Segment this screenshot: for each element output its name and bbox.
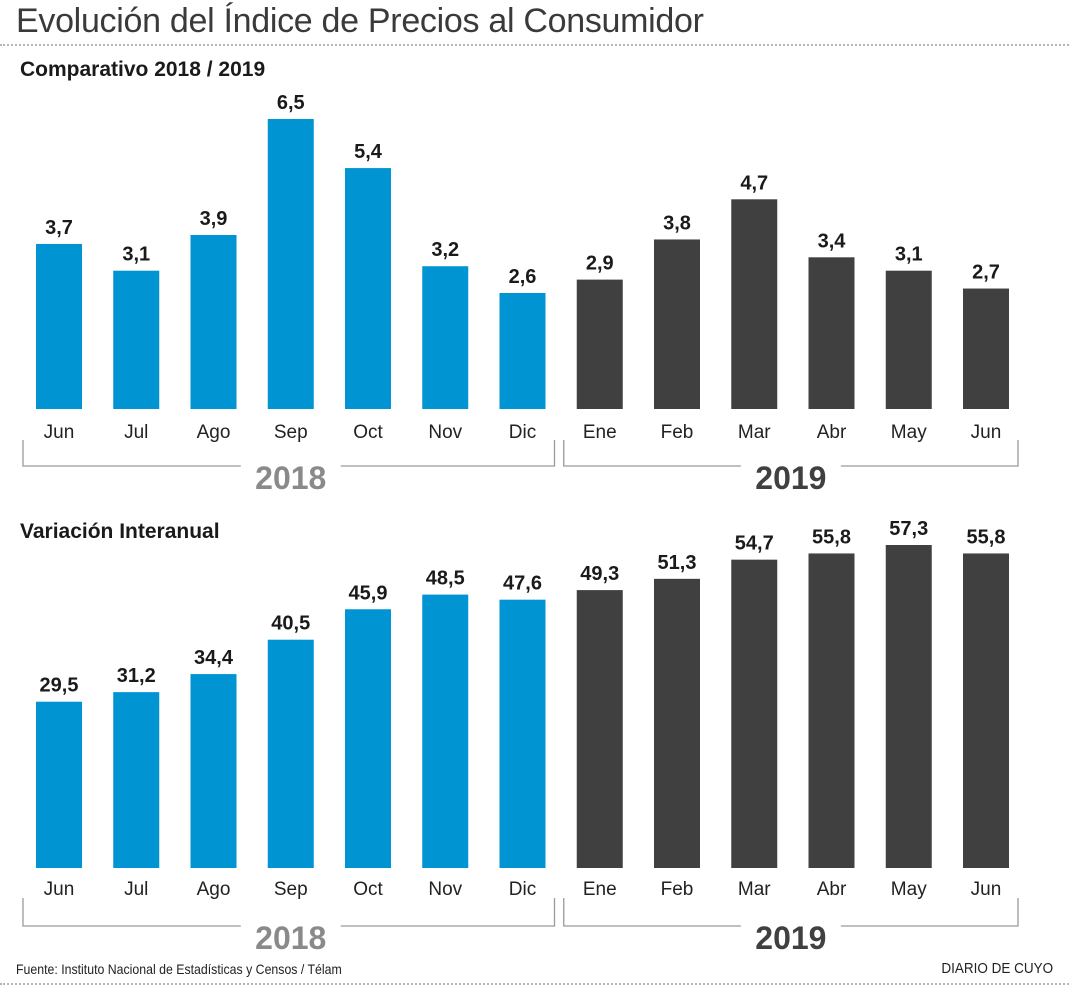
publisher-brand: DIARIO DE CUYO — [941, 960, 1053, 977]
bar-2-sep-2018 — [267, 639, 314, 868]
value-label: 3,1 — [895, 244, 923, 266]
category-label: Nov — [428, 879, 462, 900]
bar-1-abr-2019 — [808, 257, 855, 409]
bar-1-dic-2018 — [499, 293, 546, 409]
value-label: 6,5 — [277, 92, 305, 114]
category-label: Ago — [197, 422, 231, 443]
group-bracket-left — [563, 440, 741, 467]
category-label: Abr — [817, 422, 847, 443]
category-label: Nov — [428, 422, 462, 443]
value-label: 2,6 — [509, 266, 537, 288]
chart-1-title: Comparativo 2018 / 2019 — [20, 58, 266, 81]
value-label: 54,7 — [735, 533, 774, 555]
category-label: Sep — [274, 422, 308, 443]
category-label: Dic — [509, 422, 536, 443]
value-label: 29,5 — [40, 675, 79, 697]
value-label: 55,8 — [967, 526, 1006, 548]
group-bracket-left — [563, 898, 741, 927]
value-label: 31,2 — [117, 665, 156, 687]
value-label: 4,7 — [740, 172, 768, 194]
category-label: Feb — [661, 879, 694, 900]
footer-divider — [0, 983, 1069, 985]
value-label: 48,5 — [426, 568, 465, 590]
category-label: May — [891, 879, 927, 900]
bar-2-dic-2018 — [499, 599, 546, 868]
group-label-2018: 2018 — [255, 460, 326, 496]
group-label-2019: 2019 — [755, 920, 826, 956]
bar-2-jun-2019 — [963, 553, 1009, 868]
category-label: Oct — [353, 422, 383, 443]
value-label: 57,3 — [889, 518, 928, 540]
value-label: 3,8 — [663, 212, 691, 234]
category-label: Jun — [971, 879, 1002, 900]
category-label: May — [891, 422, 927, 443]
bar-1-ago-2018 — [190, 235, 237, 409]
group-label-2019: 2019 — [755, 460, 826, 496]
category-label: Ene — [583, 879, 617, 900]
group-label-2018: 2018 — [255, 920, 326, 956]
bar-1-oct-2018 — [345, 168, 391, 409]
category-label: Jul — [124, 879, 148, 900]
bar-2-abr-2019 — [808, 553, 855, 868]
value-label: 3,2 — [431, 239, 459, 261]
group-bracket-left — [22, 898, 241, 927]
bar-2-jul-2018 — [113, 692, 160, 868]
value-label: 3,1 — [122, 244, 150, 266]
category-label: Jun — [44, 422, 75, 443]
bar-1-mar-2019 — [731, 199, 778, 409]
value-label: 3,7 — [45, 217, 73, 239]
value-label: 3,9 — [200, 208, 228, 230]
source-note: Fuente: Instituto Nacional de Estadístic… — [16, 961, 342, 977]
bar-1-jun-2018 — [36, 243, 82, 409]
category-label: Jul — [124, 422, 148, 443]
category-label: Ene — [583, 422, 617, 443]
bar-2-nov-2018 — [422, 594, 469, 868]
group-bracket-left — [22, 440, 241, 467]
bar-2-may-2019 — [885, 545, 932, 868]
bar-1-feb-2019 — [654, 239, 700, 409]
title-divider — [0, 44, 1069, 46]
value-label: 34,4 — [194, 647, 234, 669]
value-label: 2,9 — [586, 253, 614, 275]
value-label: 47,6 — [503, 573, 542, 595]
bar-2-mar-2019 — [731, 559, 778, 868]
bar-1-may-2019 — [885, 270, 932, 409]
category-label: Jun — [971, 422, 1002, 443]
value-label: 55,8 — [812, 526, 851, 548]
category-label: Feb — [661, 422, 694, 443]
bar-2-ago-2018 — [190, 674, 237, 868]
value-label: 51,3 — [658, 552, 697, 574]
group-bracket-right — [340, 898, 556, 927]
value-label: 45,9 — [349, 582, 388, 604]
category-label: Sep — [274, 879, 308, 900]
bar-1-jun-2019 — [963, 288, 1009, 409]
group-bracket-right — [340, 440, 556, 467]
chart-2-title: Variación Interanual — [20, 520, 220, 543]
bar-2-oct-2018 — [345, 609, 391, 868]
bar-2-jun-2018 — [36, 701, 82, 868]
category-label: Dic — [509, 879, 536, 900]
category-label: Mar — [738, 879, 771, 900]
category-label: Oct — [353, 879, 383, 900]
category-label: Ago — [197, 879, 231, 900]
bar-1-sep-2018 — [267, 119, 314, 409]
page-title: Evolución del Índice de Precios al Consu… — [16, 2, 704, 40]
group-bracket-right — [840, 898, 1019, 927]
category-label: Mar — [738, 422, 771, 443]
value-label: 49,3 — [580, 563, 619, 585]
value-label: 40,5 — [271, 613, 310, 635]
value-label: 2,7 — [972, 262, 1000, 284]
value-label: 5,4 — [354, 141, 383, 163]
bar-1-nov-2018 — [422, 266, 469, 409]
group-bracket-right — [840, 440, 1019, 467]
bar-2-ene-2019 — [576, 590, 623, 868]
category-label: Abr — [817, 879, 847, 900]
bar-2-feb-2019 — [654, 578, 700, 868]
value-label: 3,4 — [818, 230, 847, 252]
bar-1-ene-2019 — [576, 279, 623, 409]
category-label: Jun — [44, 879, 75, 900]
bar-1-jul-2018 — [113, 270, 160, 409]
